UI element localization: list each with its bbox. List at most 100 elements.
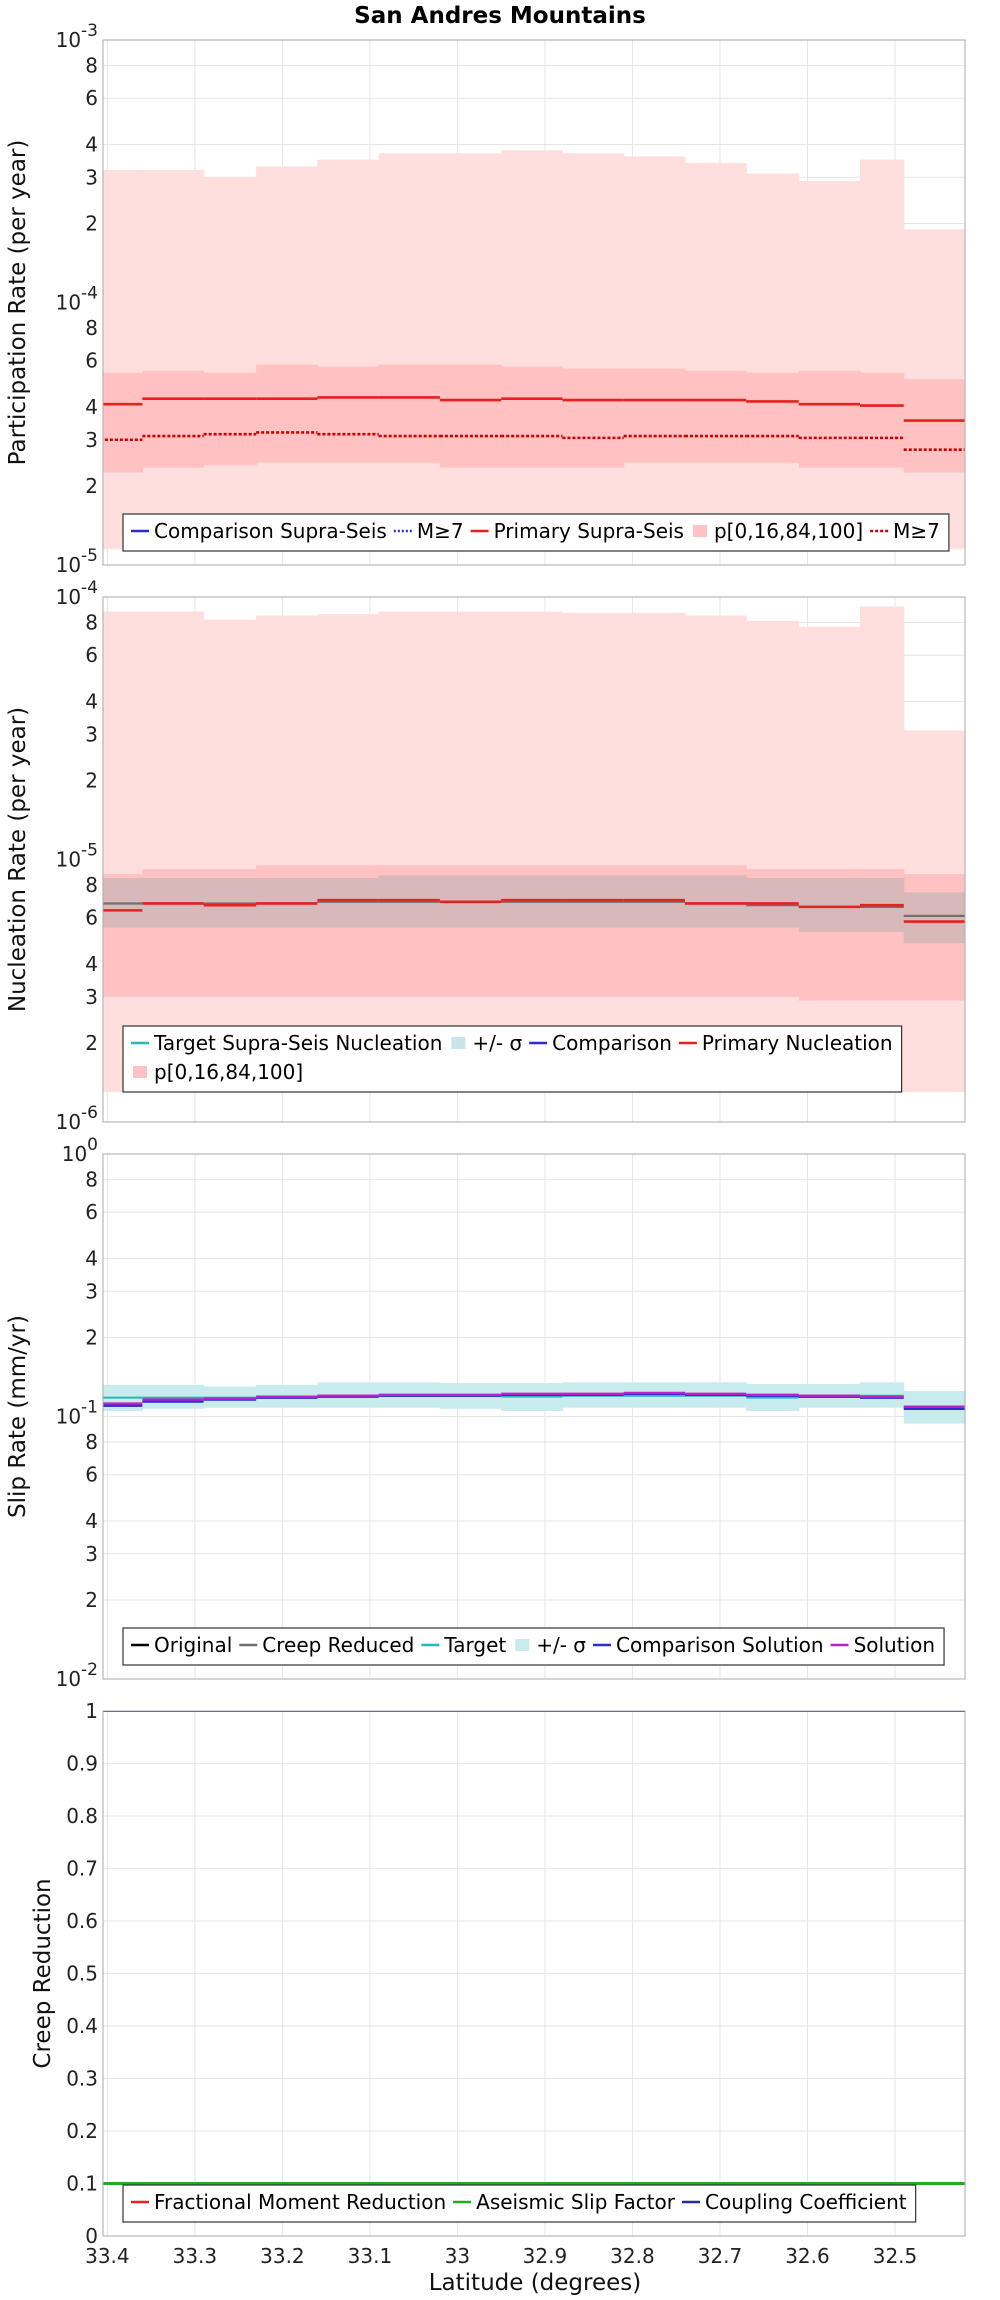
y-tick-label: 4	[85, 132, 98, 156]
band-1-segment	[256, 364, 319, 463]
y-tick-label: 2	[85, 474, 98, 498]
band-0-segment	[746, 621, 800, 1093]
y-tick-label: 3	[85, 428, 98, 452]
legend-label: Coupling Coefficient	[705, 2190, 907, 2214]
legend-item: p[0,16,84,100]	[133, 1060, 303, 1084]
legend-box	[122, 513, 950, 552]
legend-item: +/- σ	[451, 1031, 522, 1055]
band-0-segment	[142, 611, 205, 1093]
band-0-segment	[378, 153, 441, 540]
legend-item: Primary Supra-Seis	[470, 519, 684, 543]
legend-label: Target	[443, 1633, 506, 1657]
legend-label: +/- σ	[536, 1633, 586, 1657]
legend-item: Target	[421, 1633, 506, 1657]
y-tick-label: 3	[85, 722, 98, 746]
y-tick-label: 4	[85, 689, 98, 713]
band-2-segment	[684, 875, 747, 928]
band-0-segment	[684, 615, 747, 1093]
y-axis-label: Slip Rate (mm/yr)	[5, 1315, 31, 1518]
x-tick-label: 33.2	[260, 2244, 305, 2268]
plot-frame	[102, 1153, 966, 1680]
band-1-segment	[562, 368, 625, 468]
legend-item: +/- σ	[515, 1633, 586, 1657]
band-0-segment	[501, 611, 564, 1093]
legend-label: Aseismic Slip Factor	[476, 2190, 676, 2214]
x-tick-labels: 33.4 33.3 33.2 33.1 33 32.9 32.8 32.7 32.6 32.5	[85, 2244, 917, 2268]
gridlines	[103, 1153, 965, 1680]
y-tick-label: 6	[85, 1200, 98, 1224]
y-tick-label: 8	[85, 610, 98, 634]
band-0-segment	[203, 177, 257, 531]
band-0-segment	[562, 153, 625, 540]
legend-label: p[0,16,84,100]	[154, 1060, 303, 1084]
y-tick-label: 0.5	[66, 1962, 98, 1986]
y-tick-label: 0.1	[66, 2172, 98, 2196]
y-tick-label: 4	[85, 395, 98, 419]
legend-label: p[0,16,84,100]	[714, 519, 863, 543]
band-1-segment	[317, 366, 380, 463]
y-tick-label: 3	[85, 985, 98, 1009]
legend-label: M≥7	[417, 519, 464, 543]
y-tick-label: 0.8	[66, 1804, 98, 1828]
legend-item: Comparison	[529, 1031, 672, 1055]
plot-frame	[102, 1710, 966, 2237]
x-tick-label: 32.5	[873, 2244, 918, 2268]
y-tick-label: 8	[85, 1167, 98, 1191]
band-0-segment	[439, 153, 502, 540]
band-0-segment	[684, 162, 747, 531]
legend-swatch	[451, 1037, 466, 1049]
y-tick-label: 0.4	[66, 2014, 98, 2038]
y-tick-label: 6	[85, 349, 98, 373]
band-0-segment	[103, 611, 143, 1093]
band-0-segment	[562, 612, 625, 1093]
figure-title: San Andres Mountains	[354, 3, 646, 29]
y-tick-label: 0.2	[66, 2119, 98, 2143]
legend-label: Comparison Solution	[616, 1633, 824, 1657]
x-tick-label: 33	[445, 2244, 470, 2268]
y-tick-labels: 1 0.9 0.8 0.7 0.6 0.5 0.4 0.3 0.2 0.1 0	[66, 1699, 98, 2248]
x-tick-label: 32.9	[523, 2244, 568, 2268]
legend-item: Comparison Supra-Seis	[131, 519, 387, 543]
y-tick-label: 10-5	[56, 841, 98, 872]
x-tick-label: 33.3	[173, 2244, 218, 2268]
y-tick-label: 6	[85, 86, 98, 110]
y-axis-label: Creep Reduction	[30, 1878, 56, 2068]
y-tick-label: 2	[85, 1325, 98, 1349]
band-1-segment	[103, 372, 143, 473]
legend-item: Original	[131, 1633, 232, 1657]
legend: Target Supra-Seis Nucleation +/- σ Compari…	[122, 1025, 903, 1093]
y-tick-label: 2	[85, 768, 98, 792]
y-tick-label: 10-5	[56, 546, 98, 577]
legend: Comparison Supra-Seis M≥7 Primary Supra-Se…	[122, 513, 950, 552]
band-2-segment	[798, 878, 861, 932]
band-0-segment	[378, 611, 441, 1093]
legend-item: Solution	[830, 1633, 935, 1657]
series-primary-supra-seis	[103, 396, 965, 422]
band-0-segment	[746, 173, 800, 531]
band-1-segment	[903, 379, 965, 473]
y-tick-label: 10-6	[56, 1103, 98, 1134]
x-tick-label: 33.4	[85, 2244, 130, 2268]
plot-content	[103, 1711, 965, 2185]
band-0-segment	[439, 611, 502, 1093]
series-primary-nucleation	[103, 898, 965, 923]
legend-item: p[0,16,84,100]	[692, 519, 863, 543]
y-tick-label: 8	[85, 53, 98, 77]
band-0-segment	[317, 159, 380, 540]
x-tick-label: 32.8	[610, 2244, 655, 2268]
series-m-7	[103, 431, 965, 451]
band-0-segment	[501, 150, 564, 540]
legend-box	[122, 2184, 917, 2223]
legend-item: Creep Reduced	[239, 1633, 414, 1657]
y-tick-label: 6	[85, 906, 98, 930]
y-tick-label: 10-2	[56, 1660, 98, 1691]
band-1-segment	[378, 364, 441, 463]
legend-item: M≥7	[870, 519, 940, 543]
